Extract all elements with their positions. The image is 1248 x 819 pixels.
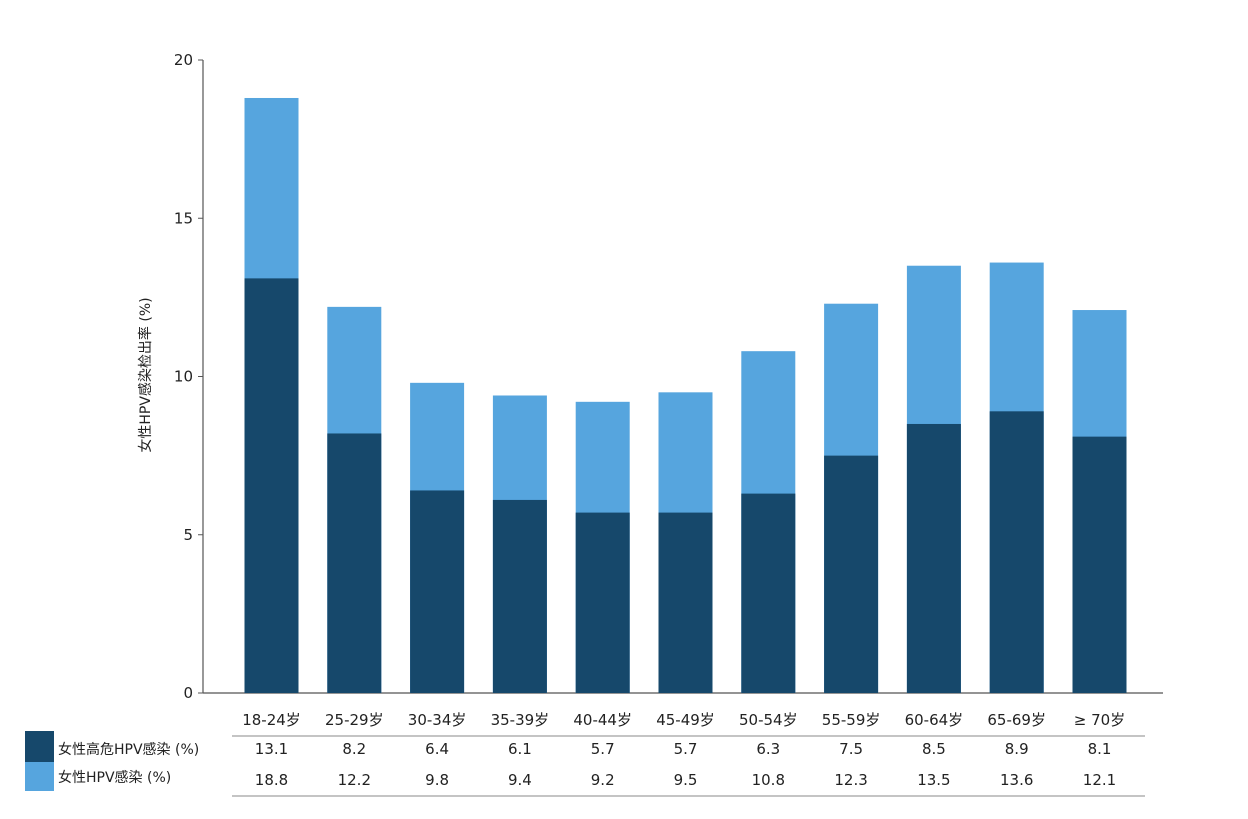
y-axis-label: 女性HPV感染检出率 (%) <box>137 297 154 452</box>
bar-high-risk-hpv <box>327 433 382 693</box>
category-label: 25-29岁 <box>325 711 384 729</box>
category-label: 18-24岁 <box>242 711 301 729</box>
data-label-high-risk: 5.7 <box>591 740 615 758</box>
data-label-high-risk: 6.3 <box>756 740 780 758</box>
legend-label-total: 女性HPV感染 (%) <box>58 769 171 786</box>
data-label-high-risk: 5.7 <box>674 740 698 758</box>
y-tick-label: 5 <box>183 526 193 544</box>
y-tick-label: 10 <box>174 368 193 386</box>
category-label: 40-44岁 <box>573 711 632 729</box>
data-label-high-risk: 7.5 <box>839 740 863 758</box>
bar-high-risk-hpv <box>989 411 1044 693</box>
data-label-high-risk: 6.4 <box>425 740 449 758</box>
legend-label-high-risk: 女性高危HPV感染 (%) <box>58 741 199 758</box>
bar-high-risk-hpv <box>492 499 547 693</box>
y-tick-label: 0 <box>183 684 193 702</box>
legend-swatch-high-risk <box>25 731 54 762</box>
y-tick-label: 20 <box>174 51 193 69</box>
category-label: 50-54岁 <box>739 711 798 729</box>
bar-high-risk-hpv <box>1072 436 1127 693</box>
plot-area: 0 5 10 15 20 <box>174 51 1163 702</box>
category-label: ≥ 70岁 <box>1074 711 1125 729</box>
data-label-high-risk: 8.5 <box>922 740 946 758</box>
data-label-total: 9.8 <box>425 771 449 789</box>
bar-high-risk-hpv <box>575 512 630 693</box>
data-label-total: 18.8 <box>255 771 288 789</box>
bar-high-risk-hpv <box>824 455 879 693</box>
data-label-total: 12.3 <box>834 771 867 789</box>
data-label-high-risk: 8.1 <box>1088 740 1112 758</box>
data-label-high-risk: 8.9 <box>1005 740 1029 758</box>
category-label: 35-39岁 <box>491 711 550 729</box>
data-label-total: 13.5 <box>917 771 950 789</box>
data-label-high-risk: 6.1 <box>508 740 532 758</box>
category-label: 65-69岁 <box>987 711 1046 729</box>
data-label-total: 9.2 <box>591 771 615 789</box>
data-label-total: 12.2 <box>338 771 371 789</box>
category-label: 45-49岁 <box>656 711 715 729</box>
legend-swatch-total <box>25 762 54 791</box>
data-label-high-risk: 8.2 <box>342 740 366 758</box>
data-label-high-risk: 13.1 <box>255 740 288 758</box>
category-label: 30-34岁 <box>408 711 467 729</box>
data-label-total: 12.1 <box>1083 771 1116 789</box>
bar-high-risk-hpv <box>741 493 796 693</box>
data-label-total: 10.8 <box>752 771 785 789</box>
category-label: 55-59岁 <box>822 711 881 729</box>
bar-high-risk-hpv <box>410 490 465 693</box>
data-table: 18-24岁 25-29岁 30-34岁 35-39岁 40-44岁 45-49岁 50-5… <box>25 711 1145 797</box>
bar-high-risk-hpv <box>244 278 299 693</box>
y-tick-label: 15 <box>174 209 193 227</box>
data-label-total: 9.5 <box>674 771 698 789</box>
category-label: 60-64岁 <box>905 711 964 729</box>
bar-high-risk-hpv <box>906 423 961 693</box>
data-label-total: 13.6 <box>1000 771 1033 789</box>
data-label-total: 9.4 <box>508 771 532 789</box>
bar-high-risk-hpv <box>658 512 713 693</box>
